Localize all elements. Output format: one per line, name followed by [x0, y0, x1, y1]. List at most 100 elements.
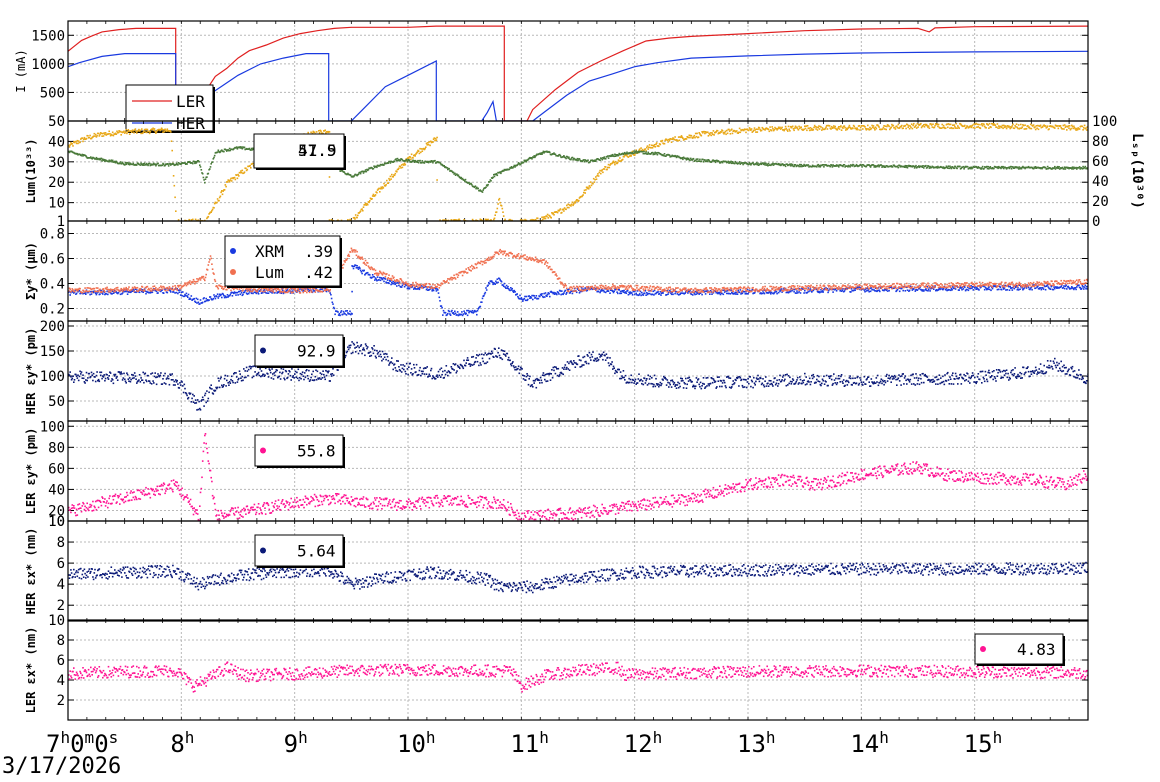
- data-point: [618, 160, 620, 162]
- data-point: [411, 160, 414, 162]
- data-point: [146, 285, 149, 288]
- data-point: [409, 156, 411, 158]
- data-point: [541, 218, 544, 221]
- y2-tick-label: 20: [1092, 194, 1109, 210]
- data-point: [487, 183, 489, 186]
- data-point: [110, 159, 113, 161]
- y-tick-label: 10: [48, 196, 65, 212]
- data-point: [600, 172, 602, 175]
- data-point: [791, 164, 793, 167]
- data-point: [829, 165, 832, 168]
- data-point: [106, 286, 108, 289]
- data-point: [86, 287, 88, 289]
- data-point: [864, 126, 866, 128]
- data-point: [450, 310, 453, 313]
- data-point: [743, 291, 746, 293]
- data-point: [892, 124, 895, 127]
- data-point: [778, 127, 781, 130]
- data-point: [944, 288, 947, 291]
- data-point: [376, 276, 379, 278]
- data-point: [741, 162, 744, 164]
- data-point: [135, 130, 137, 133]
- data-point: [808, 129, 811, 132]
- data-point: [440, 222, 442, 224]
- data-point: [516, 223, 518, 225]
- data-point: [392, 280, 394, 283]
- data-point: [103, 158, 105, 161]
- data-point: [558, 293, 560, 295]
- data-point: [635, 149, 637, 151]
- data-point: [338, 312, 341, 315]
- data-point: [149, 289, 152, 292]
- data-point: [634, 154, 636, 156]
- data-point: [1018, 284, 1021, 286]
- data-point: [492, 222, 494, 224]
- data-point: [405, 158, 408, 161]
- data-point: [801, 165, 803, 168]
- data-point: [708, 159, 710, 162]
- data-point: [365, 204, 368, 206]
- data-point: [718, 160, 720, 163]
- data-layer: [68, 122, 1088, 225]
- data-point: [1064, 285, 1067, 288]
- data-point: [944, 127, 947, 129]
- data-point: [659, 291, 662, 293]
- data-point: [617, 292, 619, 295]
- data-point: [507, 223, 509, 225]
- data-point: [587, 188, 590, 190]
- y-tick-label: 1: [57, 214, 65, 230]
- data-point: [396, 285, 398, 287]
- data-point: [1044, 288, 1047, 291]
- data-point: [534, 156, 536, 159]
- data-point: [148, 287, 150, 290]
- data-point: [335, 223, 337, 225]
- data-point: [988, 286, 990, 289]
- data-point: [133, 129, 136, 131]
- data-point: [642, 294, 645, 296]
- data-point: [526, 222, 528, 224]
- data-point: [177, 164, 179, 166]
- data-point: [361, 272, 363, 275]
- data-point: [862, 164, 865, 166]
- data-point: [748, 289, 751, 292]
- data-point: [189, 298, 192, 300]
- data-point: [571, 292, 574, 295]
- data-point: [127, 163, 130, 166]
- data-point: [1077, 127, 1079, 129]
- data-point: [820, 126, 822, 128]
- data-point: [633, 290, 635, 293]
- data-point: [185, 292, 188, 295]
- data-point: [966, 166, 969, 168]
- data-point: [73, 141, 76, 144]
- data-point: [398, 284, 400, 287]
- data-point: [623, 289, 625, 292]
- data-point: [952, 127, 955, 130]
- data-point: [825, 124, 828, 127]
- data-point: [503, 282, 506, 285]
- data-point: [220, 191, 222, 194]
- data-point: [223, 294, 225, 297]
- data-point: [828, 125, 831, 127]
- data-point: [461, 223, 463, 225]
- data-point: [976, 286, 978, 289]
- data-point: [941, 123, 943, 126]
- data-point: [396, 159, 398, 162]
- data-point: [578, 199, 580, 202]
- data-point: [995, 126, 998, 128]
- data-point: [835, 164, 838, 166]
- data-point: [1053, 286, 1055, 288]
- data-point: [241, 169, 244, 172]
- data-point: [415, 288, 417, 290]
- data-point: [1085, 287, 1087, 290]
- data-point: [573, 158, 576, 160]
- data-point: [1085, 285, 1088, 288]
- data-point: [670, 293, 673, 296]
- data-point: [140, 132, 142, 135]
- data-point: [421, 160, 424, 162]
- data-point: [838, 128, 841, 130]
- data-point: [441, 306, 443, 309]
- data-point: [676, 293, 679, 295]
- data-point: [757, 128, 759, 131]
- data-point: [1079, 168, 1082, 170]
- data-point: [111, 134, 113, 136]
